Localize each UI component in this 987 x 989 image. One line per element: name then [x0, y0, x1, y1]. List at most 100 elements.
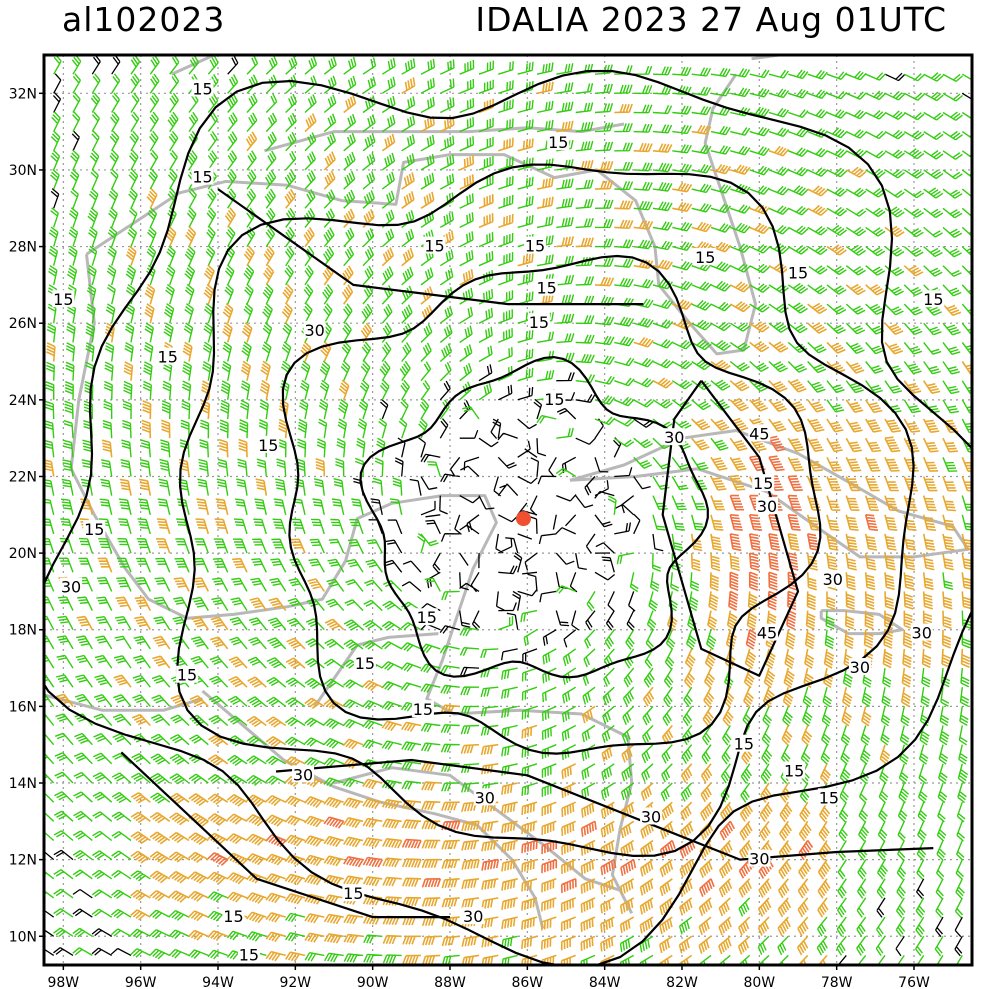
contour-label-bg	[222, 907, 245, 925]
contour-label-bg	[524, 236, 547, 254]
contour-label-bg	[415, 608, 438, 626]
contour-label: 15	[53, 290, 73, 309]
lat-tick-label: 22N	[9, 469, 37, 485]
map-frame	[42, 53, 974, 967]
contour-label: 45	[749, 424, 769, 443]
contour-label: 15	[525, 237, 545, 256]
contour-label-bg	[292, 765, 315, 783]
lat-tick-label: 26N	[9, 316, 37, 332]
contour-label: 30	[912, 624, 932, 643]
contour-label-bg	[821, 569, 844, 587]
lon-tick-label: 90W	[357, 975, 389, 989]
contour-label-bg	[756, 497, 779, 515]
lat-tick-label: 28N	[9, 240, 37, 256]
coastline	[333, 766, 621, 892]
coastline	[44, 693, 203, 712]
contour-label-bg	[910, 623, 933, 641]
contour-label-bg	[787, 263, 809, 281]
contour-label-bg	[783, 761, 806, 779]
lon-tick-label: 76W	[898, 975, 930, 989]
contour-label: 15	[84, 520, 104, 539]
lat-tick-label: 14N	[9, 776, 37, 792]
contour-label-bg	[462, 907, 485, 925]
contour-label: 15	[536, 279, 556, 298]
contour-labels: 15 15 15 15 15 15 15 15 15 15 15 30 15 15 30 45 15 30 15 15…	[52, 79, 945, 964]
contour-label-bg	[640, 807, 663, 825]
coastline	[264, 122, 625, 153]
storm-center	[515, 511, 531, 527]
contour-label: 15	[784, 762, 804, 781]
contour-label-bg	[237, 945, 260, 963]
contour-label-bg	[342, 884, 365, 902]
contour-label-bg	[543, 389, 566, 407]
contour-label-bg	[547, 133, 570, 151]
barbs-calm	[44, 55, 972, 965]
lon-tick-label: 78W	[821, 975, 853, 989]
contour-label: 15	[548, 133, 568, 152]
contour-label: 15	[424, 237, 444, 256]
contour-label: 15	[343, 884, 363, 903]
contour-label-bg	[527, 313, 550, 331]
contour-label-bg	[663, 428, 686, 446]
contour-label-bg	[535, 278, 558, 296]
contour-label-bg	[732, 734, 755, 752]
contour-label: 30	[823, 570, 843, 589]
contour-label: 15	[192, 168, 212, 187]
contour-label-bg	[176, 665, 199, 683]
contour-label-bg	[353, 654, 376, 672]
contour-label-bg	[748, 424, 771, 442]
coastline	[313, 632, 439, 708]
contour-label-bg	[848, 658, 871, 676]
contour-label: 15	[258, 436, 278, 455]
lon-tick-label: 84W	[589, 975, 621, 989]
storm-id: al102023	[62, 0, 226, 39]
contour-label: 30	[664, 428, 684, 447]
contour-label-bg	[303, 320, 326, 338]
contour-label: 15	[413, 700, 433, 719]
contour-label: 30	[850, 658, 870, 677]
contour-line	[281, 254, 822, 755]
coastline	[85, 73, 757, 356]
contour-label: 30	[475, 788, 495, 807]
contour-label-bg	[52, 290, 75, 308]
contour-label-bg	[191, 79, 214, 97]
contour-label: 15	[192, 79, 212, 98]
lon-tick-label: 98W	[47, 975, 79, 989]
contour-label: 45	[757, 624, 777, 643]
contour-label-bg	[156, 347, 179, 365]
contour-label: 15	[753, 474, 773, 493]
contour-label: 15	[788, 263, 808, 282]
contour-label: 15	[819, 788, 839, 807]
contour-label: 15	[417, 608, 437, 627]
lat-tick-label: 20N	[9, 546, 37, 562]
contour-label-bg	[922, 290, 945, 308]
lat-tick-label: 10N	[9, 929, 37, 945]
contour-label-bg	[83, 520, 106, 538]
barbs-15kt	[44, 55, 972, 965]
lon-tick-label: 92W	[279, 975, 311, 989]
lat-tick-label: 30N	[9, 163, 37, 179]
contour-label-bg	[191, 167, 214, 185]
lat-tick-label: 18N	[9, 623, 37, 639]
lon-tick-label: 82W	[666, 975, 698, 989]
latitude-axis: 10N 12N 14N 16N 18N 20N 22N 24N 26N 28N 30N 32N	[9, 86, 44, 945]
lon-tick-label: 86W	[511, 975, 543, 989]
lon-tick-label: 94W	[202, 975, 234, 989]
contour-label: 15	[923, 290, 943, 309]
contour-line	[44, 69, 972, 965]
contour-label-bg	[752, 474, 775, 492]
contour-label: 15	[695, 248, 715, 267]
contour-line	[359, 355, 709, 679]
lon-tick-label: 96W	[125, 975, 157, 989]
lat-tick-label: 16N	[9, 699, 37, 715]
contour-label: 30	[749, 850, 769, 869]
lat-tick-label: 24N	[9, 393, 37, 409]
contour-label: 15	[177, 666, 197, 685]
contour-label-bg	[411, 700, 434, 718]
contour-line	[175, 163, 915, 858]
contour-label-bg	[817, 788, 840, 806]
contour-label-bg	[694, 248, 717, 266]
storm-title: IDALIA 2023 27 Aug 01UTC	[475, 0, 947, 39]
contour-label: 15	[355, 654, 375, 673]
